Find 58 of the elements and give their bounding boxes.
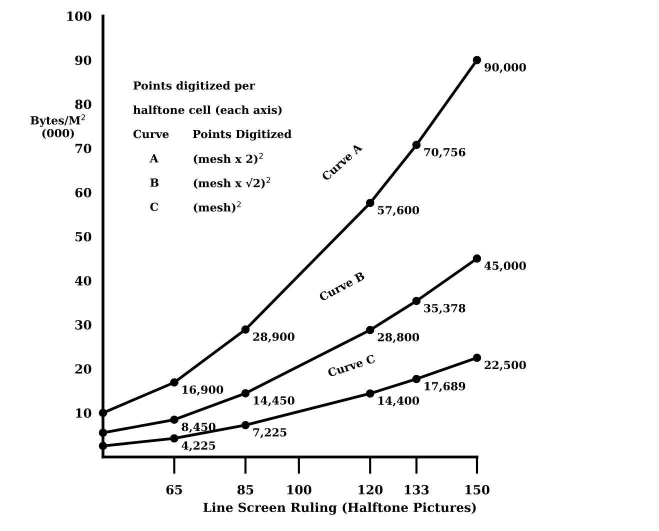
y-tick-label: 40 — [75, 276, 92, 286]
x-axis-title: Line Screen Ruling (Halftone Pictures) — [203, 502, 476, 515]
annotation: A — [150, 154, 158, 162]
annotation: 4,225 — [182, 441, 216, 452]
annotation: Curve C — [327, 354, 376, 378]
annotation: 14,400 — [378, 396, 420, 407]
annotation: 45,000 — [484, 262, 526, 272]
annotation: 14,450 — [254, 396, 294, 406]
point — [366, 326, 374, 334]
y-tick-label: 20 — [75, 364, 92, 374]
y-tick-label: 50 — [76, 232, 92, 242]
annotation: halftone cell (each axis) — [133, 105, 282, 116]
y-tick-label: 80 — [75, 100, 92, 110]
annotation: C — [150, 202, 158, 212]
annotation: 35,378 — [424, 304, 466, 314]
point — [366, 389, 374, 398]
point — [472, 354, 482, 362]
point — [412, 140, 421, 150]
annotation: 16,900 — [182, 385, 224, 396]
x-tick-label: 120 — [358, 485, 383, 494]
point — [366, 198, 374, 208]
annotation: 70,756 — [424, 148, 466, 158]
text: Bytes/M$^{2}$ (000) — [30, 114, 85, 139]
annotation: 8,450 — [182, 422, 216, 433]
annotation: (mesh x √2)$^{2}$ — [194, 177, 270, 189]
annotation: 7,225 — [253, 428, 286, 438]
annotation: 57,600 — [378, 206, 420, 216]
point — [412, 296, 421, 306]
x-tick-label: 85 — [237, 485, 254, 494]
annotation: (mesh)$^{2}$ — [194, 201, 241, 214]
point — [412, 374, 421, 384]
annotation: 17,689 — [424, 382, 466, 392]
y-tick-label: 70 — [75, 144, 92, 154]
annotation: 22,500 — [484, 360, 526, 371]
y-tick-label: 100 — [67, 11, 92, 21]
point — [170, 416, 178, 424]
annotation: 90,000 — [484, 63, 526, 74]
annotation: 28,800 — [378, 332, 420, 344]
annotation: Curve Points Digitized — [133, 130, 292, 141]
x-tick-label: 150 — [465, 485, 490, 494]
x-tick-label: 65 — [166, 485, 182, 494]
point — [241, 325, 250, 334]
y-tick-label: 90 — [75, 56, 92, 66]
annotation: B — [150, 178, 159, 187]
annotation: 28,900 — [253, 332, 294, 343]
annotation: (mesh x 2)$^{2}$ — [194, 152, 263, 165]
point — [170, 378, 178, 387]
y-tick-label: 10 — [76, 408, 92, 418]
point — [170, 434, 178, 443]
point — [241, 389, 250, 398]
x-tick-label: 133 — [404, 485, 429, 494]
x-tick-label: 100 — [287, 485, 312, 494]
annotation: Points digitized per — [133, 81, 256, 92]
point — [472, 56, 482, 64]
point — [472, 254, 482, 263]
y-tick-label: 60 — [75, 188, 92, 198]
point — [241, 420, 250, 430]
y-tick-label: 30 — [75, 320, 92, 330]
